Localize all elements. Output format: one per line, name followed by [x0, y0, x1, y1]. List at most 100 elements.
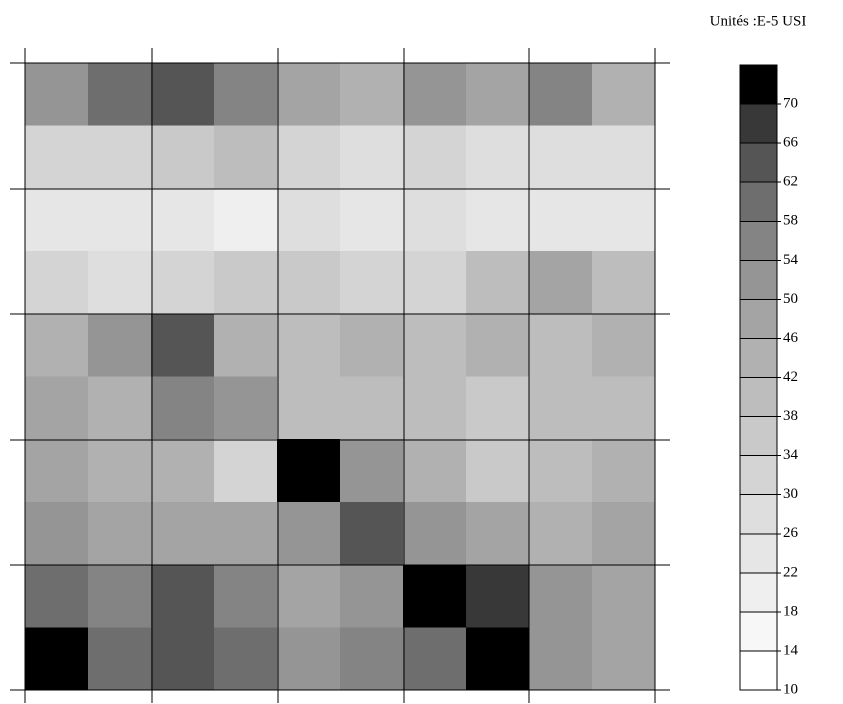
contour-cell [88, 627, 152, 691]
contour-cell [592, 63, 656, 127]
contour-cell [88, 501, 152, 566]
contour-cell [88, 376, 152, 440]
contour-cell [340, 501, 404, 566]
contour-cell [88, 313, 152, 377]
contour-cell [529, 313, 593, 377]
contour-cell [151, 501, 215, 566]
colorbar-tick-label: 58 [783, 213, 798, 229]
colorbar-tick-label: 62 [783, 174, 798, 190]
contour-cell [25, 501, 89, 566]
contour-cell [466, 501, 530, 566]
contour-cell [529, 188, 593, 252]
colorbar-tick-label: 22 [783, 564, 798, 580]
contour-cell [592, 376, 656, 440]
contour-cell [151, 627, 215, 691]
contour-cell [151, 564, 215, 628]
colorbar-band [740, 260, 777, 300]
contour-cell [25, 125, 89, 189]
contour-cell [277, 501, 341, 566]
colorbar-tick-label: 46 [783, 330, 799, 346]
contour-cell [214, 125, 278, 189]
colorbar-band [740, 221, 777, 261]
contour-cell [151, 251, 215, 315]
contour-cell [403, 627, 467, 691]
colorbar-band [740, 338, 777, 378]
contour-cell [529, 125, 593, 189]
contour-cell [403, 439, 467, 503]
contour-cell [25, 251, 89, 315]
colorbar-tick-label: 70 [783, 96, 798, 112]
contour-cell [592, 125, 656, 189]
contour-cell [403, 376, 467, 440]
contour-cell [403, 313, 467, 377]
contour-cell [88, 188, 152, 252]
contour-cell [214, 439, 278, 503]
contour-cell [151, 439, 215, 503]
contour-cell [88, 125, 152, 189]
contour-cell [277, 63, 341, 127]
contour-cell [592, 439, 656, 503]
colorbar-tick-label: 50 [783, 291, 798, 307]
colorbar-band [740, 611, 777, 651]
colorbar-band [740, 182, 777, 222]
colorbar-band [740, 455, 777, 495]
contour-cell [529, 564, 593, 628]
contour-cell [277, 125, 341, 189]
contour-cell [466, 564, 530, 628]
contour-cell [214, 627, 278, 691]
contour-cell [403, 564, 467, 628]
colorbar-tick-label: 30 [783, 486, 798, 502]
contour-cell [466, 63, 530, 127]
contour-cell [25, 564, 89, 628]
contour-cell [151, 376, 215, 440]
contour-cell [277, 564, 341, 628]
contour-cell [592, 501, 656, 566]
contour-cell [592, 313, 656, 377]
colorbar-band [740, 377, 777, 417]
contour-cell [529, 501, 593, 566]
contour-cell [403, 125, 467, 189]
contour-cell [277, 188, 341, 252]
colorbar-tick-label: 34 [783, 447, 799, 463]
colorbar-band [740, 533, 777, 573]
colorbar-tick-label: 18 [783, 603, 798, 619]
contour-cell [466, 188, 530, 252]
contour-cell [592, 188, 656, 252]
colorbar-tick-label: 66 [783, 135, 799, 151]
colorbar-tick-label: 10 [783, 681, 798, 697]
axis-ticks [10, 48, 670, 703]
contour-cell [151, 313, 215, 377]
frame [10, 48, 670, 703]
contour-cell [340, 251, 404, 315]
colorbar-band [740, 416, 777, 456]
contour-cell [277, 627, 341, 691]
contour-cell [592, 564, 656, 628]
contour-cell [592, 251, 656, 315]
contour-cell [340, 313, 404, 377]
contour-cell [25, 63, 89, 127]
colorbar-band [740, 65, 777, 105]
contour-cell [25, 627, 89, 691]
contour-cell [214, 376, 278, 440]
contour-cell [529, 251, 593, 315]
colorbar-tick-label: 42 [783, 369, 798, 385]
contour-cell [88, 63, 152, 127]
contour-cell [25, 439, 89, 503]
contour-cell [214, 564, 278, 628]
colorbar-band [740, 572, 777, 612]
contour-cell [529, 63, 593, 127]
contour-cell [88, 564, 152, 628]
contour-cell [466, 125, 530, 189]
contour-cell [151, 63, 215, 127]
contour-cell [277, 251, 341, 315]
chart-title: Unités :E-5 USI [710, 13, 807, 29]
contour-cell [25, 313, 89, 377]
colorbar-band [740, 494, 777, 534]
contour-cell [403, 63, 467, 127]
contour-cell [466, 251, 530, 315]
colorbar-band [740, 650, 777, 690]
contour-cell [151, 188, 215, 252]
contour-field [25, 63, 656, 691]
contour-cell [466, 376, 530, 440]
